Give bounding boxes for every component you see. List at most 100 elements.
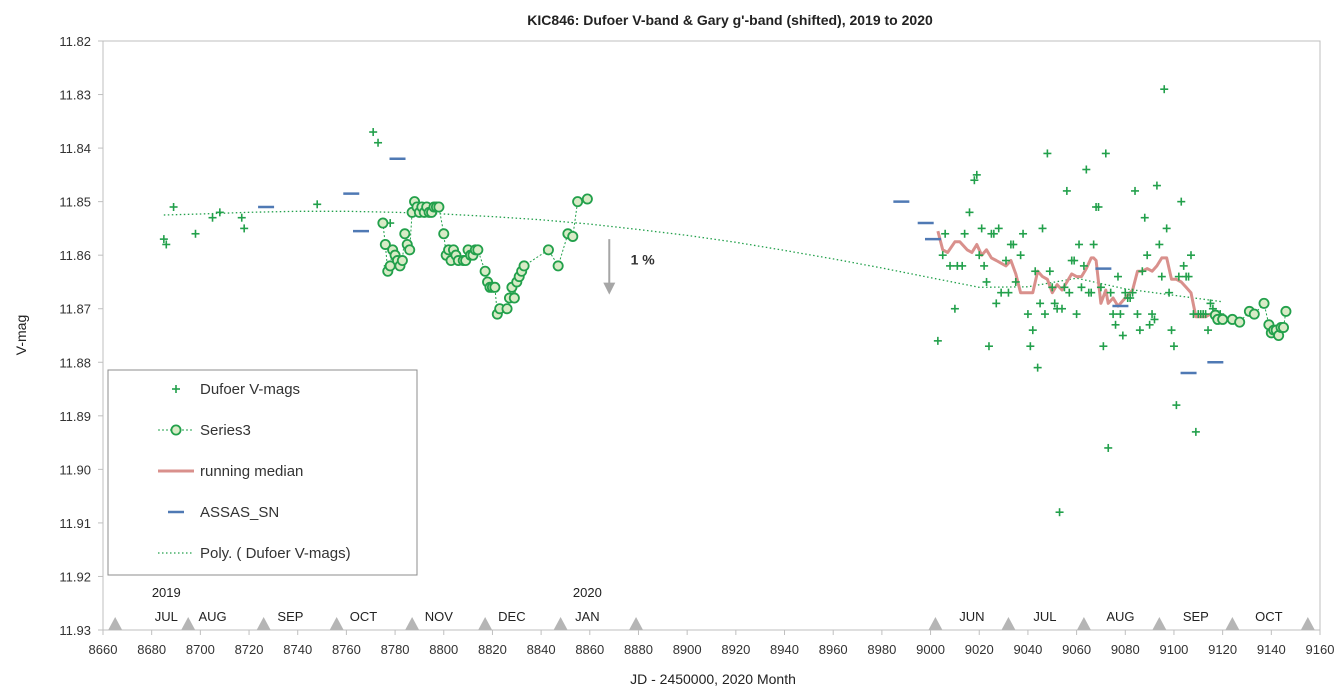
dufoer-vmag-point bbox=[313, 200, 322, 209]
month-marker-triangle bbox=[1225, 617, 1240, 630]
dufoer-vmag-point bbox=[1019, 229, 1028, 238]
legend-entry-label: running median bbox=[200, 463, 303, 480]
y-tick-label: 11.87 bbox=[59, 302, 91, 317]
month-label: JAN bbox=[575, 609, 600, 624]
dufoer-vmag-point bbox=[1150, 315, 1159, 324]
dufoer-vmag-point bbox=[1186, 251, 1195, 260]
dufoer-vmag-point bbox=[965, 208, 974, 217]
x-tick-label: 8740 bbox=[283, 642, 312, 657]
dufoer-vmag-point bbox=[191, 229, 200, 238]
dufoer-vmag-point bbox=[941, 229, 950, 238]
dufoer-vmag-point bbox=[1009, 240, 1018, 249]
dufoer-vmag-point bbox=[374, 138, 383, 147]
dufoer-vmag-point bbox=[1079, 261, 1088, 270]
dufoer-vmag-point bbox=[1057, 304, 1066, 313]
dufoer-vmag-point bbox=[1011, 277, 1020, 286]
month-label: DEC bbox=[498, 609, 525, 624]
dufoer-vmag-point bbox=[1155, 240, 1164, 249]
dufoer-vmag-point bbox=[958, 261, 967, 270]
dufoer-vmag-point bbox=[992, 299, 1001, 308]
dufoer-vmag-point bbox=[1055, 508, 1064, 517]
series3-point bbox=[567, 230, 579, 242]
y-tick-label: 11.88 bbox=[59, 355, 91, 370]
legend-entry-label: ASSAS_SN bbox=[200, 504, 279, 521]
month-label: JUL bbox=[1033, 609, 1056, 624]
dufoer-vmag-point bbox=[1184, 272, 1193, 281]
dufoer-vmag-point bbox=[1104, 443, 1113, 452]
dufoer-vmag-point bbox=[933, 336, 942, 345]
series3-point bbox=[501, 303, 513, 315]
series3-point bbox=[404, 244, 416, 256]
dufoer-vmag-point bbox=[1026, 342, 1035, 351]
x-tick-label: 9020 bbox=[965, 642, 994, 657]
month-marker-triangle bbox=[405, 617, 420, 630]
dufoer-vmag-point bbox=[1094, 202, 1103, 211]
month-marker-triangle bbox=[1152, 617, 1167, 630]
dufoer-vmag-point bbox=[1082, 165, 1091, 174]
dufoer-vmag-point bbox=[1172, 401, 1181, 410]
y-tick-label: 11.82 bbox=[59, 34, 91, 49]
dufoer-vmag-point bbox=[980, 261, 989, 270]
x-tick-label: 9160 bbox=[1306, 642, 1335, 657]
dufoer-vmag-point bbox=[982, 277, 991, 286]
dufoer-vmag-point bbox=[1191, 427, 1200, 436]
series3-point bbox=[438, 228, 450, 240]
dufoer-vmag-point bbox=[1109, 310, 1118, 319]
y-tick-label: 11.84 bbox=[59, 141, 91, 156]
dufoer-vmag-point bbox=[240, 224, 249, 233]
dufoer-vmag-point bbox=[1106, 288, 1115, 297]
dufoer-vmag-point bbox=[1167, 326, 1176, 335]
month-label: AUG bbox=[1106, 609, 1134, 624]
month-marker-triangle bbox=[256, 617, 271, 630]
legend-entry-label: Poly. ( Dufoer V-mags) bbox=[200, 545, 351, 562]
series3-point bbox=[399, 228, 411, 240]
month-marker-triangle bbox=[478, 617, 493, 630]
dufoer-vmag-point bbox=[975, 251, 984, 260]
dufoer-vmag-point bbox=[1050, 299, 1059, 308]
month-label: NOV bbox=[425, 609, 454, 624]
dufoer-vmag-point bbox=[1002, 256, 1011, 265]
poly-trend-line bbox=[163, 210, 1223, 303]
y-tick-label: 11.85 bbox=[59, 195, 91, 210]
dufoer-vmag-point bbox=[1077, 283, 1086, 292]
year-label: 2019 bbox=[152, 585, 181, 600]
dufoer-vmag-point bbox=[1121, 288, 1130, 297]
dufoer-vmag-point bbox=[1040, 310, 1049, 319]
y-tick-label: 11.83 bbox=[59, 88, 91, 103]
x-tick-label: 9040 bbox=[1013, 642, 1042, 657]
x-tick-label: 8860 bbox=[575, 642, 604, 657]
dufoer-vmag-point bbox=[970, 176, 979, 185]
x-tick-label: 8720 bbox=[235, 642, 264, 657]
dufoer-vmag-point bbox=[237, 213, 246, 222]
series3-point bbox=[489, 281, 501, 293]
x-tick-label: 8660 bbox=[89, 642, 118, 657]
dufoer-vmag-point bbox=[1201, 310, 1210, 319]
x-tick-label: 8800 bbox=[429, 642, 458, 657]
dufoer-vmag-point bbox=[989, 229, 998, 238]
legend-entry-label: Dufoer V-mags bbox=[200, 381, 300, 398]
dufoer-vmag-point bbox=[1162, 224, 1171, 233]
x-tick-label: 8840 bbox=[527, 642, 556, 657]
y-tick-label: 11.90 bbox=[59, 462, 91, 477]
dufoer-vmag-point bbox=[972, 170, 981, 179]
dufoer-vmag-point bbox=[1089, 240, 1098, 249]
dufoer-vmag-point bbox=[1065, 288, 1074, 297]
y-axis-title: V-mag bbox=[13, 315, 29, 355]
dufoer-vmag-point bbox=[1206, 299, 1215, 308]
x-tick-label: 9060 bbox=[1062, 642, 1091, 657]
dufoer-vmag-point bbox=[215, 208, 224, 217]
series3-point bbox=[433, 201, 445, 213]
dufoer-vmag-point bbox=[1118, 331, 1127, 340]
month-marker-triangle bbox=[108, 617, 123, 630]
series3-point bbox=[552, 260, 564, 272]
dufoer-vmag-point bbox=[1043, 149, 1052, 158]
x-tick-label: 8920 bbox=[721, 642, 750, 657]
plot-frame bbox=[102, 40, 1321, 631]
dufoer-vmag-point bbox=[1062, 186, 1071, 195]
series3-point bbox=[1277, 321, 1289, 333]
y-tick-label: 11.91 bbox=[59, 516, 91, 531]
dufoer-vmag-point bbox=[1116, 310, 1125, 319]
running-median-line bbox=[936, 230, 1217, 319]
dufoer-vmag-point bbox=[1096, 283, 1105, 292]
